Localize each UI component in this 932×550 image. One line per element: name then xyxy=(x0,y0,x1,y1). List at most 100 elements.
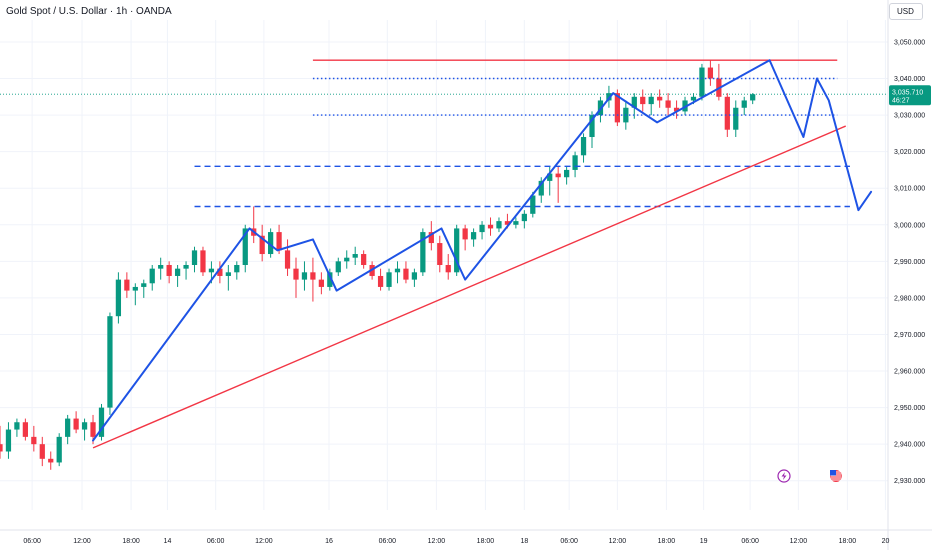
candle-body xyxy=(217,268,223,276)
candle-body xyxy=(361,254,367,265)
price-axis-label: 3,020.000 xyxy=(894,149,925,156)
candle-body xyxy=(31,436,37,445)
candle-body xyxy=(200,250,206,273)
candle-body xyxy=(5,429,12,452)
candle-body xyxy=(657,96,663,101)
candle-body xyxy=(0,444,3,452)
candle-body xyxy=(98,407,105,437)
candle-body xyxy=(191,250,198,265)
candle-body xyxy=(462,228,468,240)
candle-body xyxy=(470,232,477,240)
candle-body xyxy=(572,155,578,170)
time-axis-label: 06:00 xyxy=(23,538,41,545)
candle-body xyxy=(403,268,409,280)
price-axis-label: 2,950.000 xyxy=(894,405,925,412)
candle-body xyxy=(530,195,536,214)
candle-body xyxy=(183,265,189,269)
price-axis-label: 2,990.000 xyxy=(894,259,925,266)
candle-body xyxy=(208,268,215,273)
candle-body xyxy=(640,96,646,105)
candle-body xyxy=(335,261,341,273)
price-axis-label: 2,970.000 xyxy=(894,332,925,339)
time-axis-label: 14 xyxy=(164,538,172,545)
time-axis-label: 06:00 xyxy=(379,538,397,545)
candle-body xyxy=(132,286,138,291)
candle-body xyxy=(352,254,358,258)
candle-body xyxy=(318,279,324,287)
candle-body xyxy=(259,235,265,255)
price-axis-label: 2,960.000 xyxy=(894,369,925,376)
time-axis-label: 12:00 xyxy=(790,538,808,545)
candle-body xyxy=(513,221,519,225)
candle-body xyxy=(496,221,502,229)
flag-canton xyxy=(830,470,836,476)
candle-body xyxy=(39,444,45,459)
price-tag-value: 3,035.710 xyxy=(892,90,923,97)
candle-body xyxy=(564,169,570,178)
price-axis-label: 2,930.000 xyxy=(894,478,925,485)
candle-body xyxy=(386,272,392,287)
candle-body xyxy=(648,96,654,105)
candle-body xyxy=(614,93,620,123)
candle-body xyxy=(301,272,308,280)
candle-body xyxy=(538,180,544,196)
candle-body xyxy=(699,67,705,97)
price-axis-label: 3,050.000 xyxy=(894,39,925,46)
candle-body xyxy=(90,422,96,437)
candle-body xyxy=(81,422,88,430)
candle-body xyxy=(327,272,333,287)
candle-body xyxy=(242,228,248,265)
price-axis-label: 3,040.000 xyxy=(894,76,925,83)
candle-body xyxy=(521,213,527,222)
time-axis-label: 12:00 xyxy=(73,538,91,545)
price-axis-label: 2,940.000 xyxy=(894,442,925,449)
time-axis-label: 16 xyxy=(325,538,333,545)
time-axis-label: 12:00 xyxy=(609,538,627,545)
time-axis-label: 18:00 xyxy=(122,538,140,545)
time-axis-label: 06:00 xyxy=(560,538,578,545)
candle-body xyxy=(115,279,122,317)
time-axis-label: 20 xyxy=(882,538,890,545)
candle-body xyxy=(724,96,730,130)
candle-body xyxy=(276,232,282,251)
candle-body xyxy=(555,173,561,178)
candle-body xyxy=(225,272,231,276)
candle-body xyxy=(377,275,384,287)
time-axis-label: 19 xyxy=(700,538,708,545)
candle-body xyxy=(673,107,680,112)
candle-body xyxy=(547,173,553,181)
trend-line[interactable] xyxy=(92,125,846,449)
candle-body xyxy=(73,418,79,430)
candle-body xyxy=(707,67,714,79)
candle-body xyxy=(487,224,494,229)
candle-body xyxy=(268,232,274,255)
time-axis-label: 18:00 xyxy=(658,538,676,545)
time-axis-label: 12:00 xyxy=(428,538,446,545)
candle-body xyxy=(158,265,164,269)
candle-body xyxy=(606,93,612,101)
candle-body xyxy=(56,436,62,463)
candle-body xyxy=(580,137,587,156)
candle-body xyxy=(293,268,299,280)
candle-body xyxy=(65,418,71,437)
candle-body xyxy=(107,316,113,408)
candle-body xyxy=(733,107,739,130)
candle-body xyxy=(479,224,485,233)
price-axis-label: 3,030.000 xyxy=(894,113,925,120)
candle-body xyxy=(124,279,130,291)
symbol-title: Gold Spot / U.S. Dollar · 1h · OANDA xyxy=(6,6,172,17)
candle-body xyxy=(411,272,418,280)
candle-body xyxy=(22,422,28,437)
currency-button[interactable]: USD xyxy=(889,3,923,20)
candle-body xyxy=(420,232,426,273)
zigzag-projection-path[interactable] xyxy=(92,59,873,442)
price-axis-label: 2,980.000 xyxy=(894,295,925,302)
time-axis-label: 18:00 xyxy=(477,538,495,545)
candle-body xyxy=(14,422,20,430)
price-tag xyxy=(889,85,931,106)
price-axis-label: 3,010.000 xyxy=(894,186,925,193)
candle-body xyxy=(445,265,451,273)
candle-body xyxy=(454,228,460,273)
candle-body xyxy=(428,232,434,244)
